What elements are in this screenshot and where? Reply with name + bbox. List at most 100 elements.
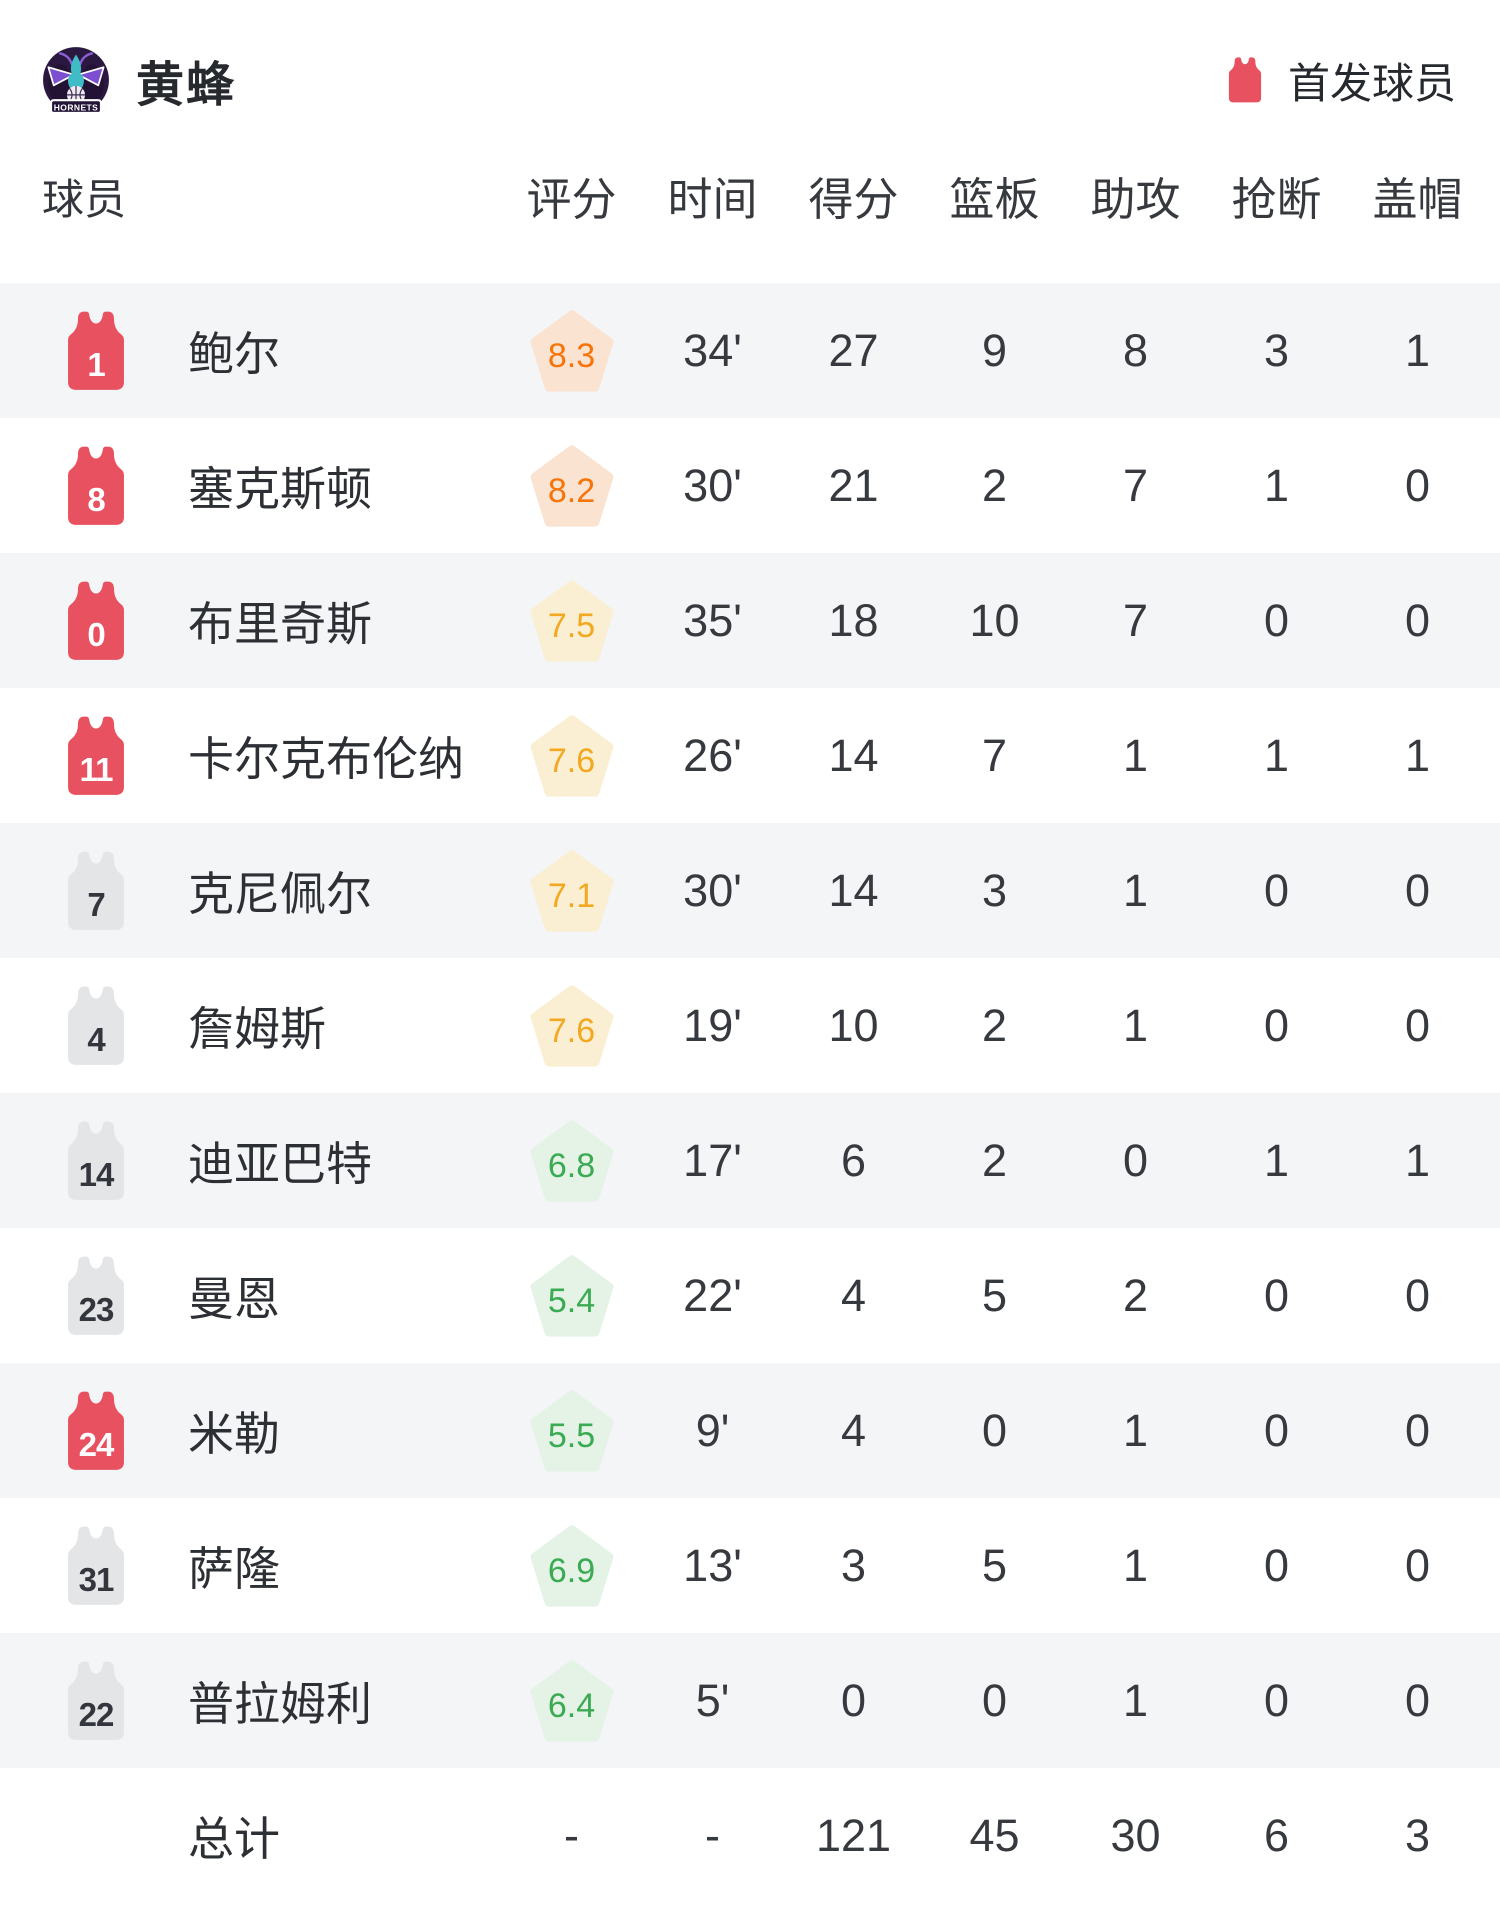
player-cell: 0 布里奇斯 xyxy=(42,579,501,663)
rebounds-cell: 2 xyxy=(981,459,1008,511)
jersey-icon: 0 xyxy=(60,579,132,663)
total-blocks: 3 xyxy=(1404,1809,1431,1861)
jersey-icon: 1 xyxy=(60,309,132,393)
assists-cell: 2 xyxy=(1122,1269,1149,1321)
player-name: 鲍尔 xyxy=(188,327,280,380)
player-row[interactable]: 1 鲍尔 8.3 34' 27 9 8 3 1 xyxy=(0,283,1500,418)
player-row[interactable]: 7 克尼佩尔 7.1 30' 14 3 1 0 0 xyxy=(0,823,1500,958)
points-cell: 4 xyxy=(840,1404,867,1456)
jersey-icon: 31 xyxy=(60,1524,132,1608)
assists-cell: 1 xyxy=(1122,1539,1149,1591)
player-row[interactable]: 24 米勒 5.5 9' 4 0 1 0 0 xyxy=(0,1363,1500,1498)
rating-cell: 5.5 xyxy=(501,1388,642,1474)
rating-value: 8.3 xyxy=(547,337,596,375)
rating-cell: 7.6 xyxy=(501,713,642,799)
jersey-number: 31 xyxy=(78,1560,115,1598)
points-cell: 6 xyxy=(840,1134,867,1186)
rating-pentagon-badge: 6.8 xyxy=(530,1118,613,1204)
rating-cell: 8.2 xyxy=(501,443,642,529)
starter-legend-label: 首发球员 xyxy=(1287,59,1456,107)
time-cell: 34' xyxy=(683,324,742,376)
jersey-number: 23 xyxy=(78,1290,115,1328)
points-cell: 0 xyxy=(840,1674,867,1726)
player-cell: 22 普拉姆利 xyxy=(42,1659,501,1743)
blocks-cell: 0 xyxy=(1404,1404,1431,1456)
column-label-player: 球员 xyxy=(42,176,127,223)
table-column-header: 球员 评分 时间 得分 篮板 助攻 抢断 盖帽 xyxy=(0,160,1500,283)
assists-cell: 1 xyxy=(1122,864,1149,916)
assists-cell: 1 xyxy=(1122,729,1149,781)
points-cell: 18 xyxy=(828,594,879,646)
player-cell: 11 卡尔克布伦纳 xyxy=(42,714,501,798)
rating-pentagon-badge: 6.4 xyxy=(530,1658,613,1744)
points-cell: 3 xyxy=(840,1539,867,1591)
rating-cell: 6.8 xyxy=(501,1118,642,1204)
rating-cell: 7.5 xyxy=(501,578,642,664)
total-label-cell: 总计 xyxy=(42,1803,501,1869)
team-header: HORNETS 黄蜂 首发球员 xyxy=(0,0,1500,160)
rebounds-cell: 2 xyxy=(981,999,1008,1051)
rating-cell: 6.4 xyxy=(501,1658,642,1744)
jersey-number: 8 xyxy=(87,480,105,518)
player-row[interactable]: 31 萨隆 6.9 13' 3 5 1 0 0 xyxy=(0,1498,1500,1633)
jersey-number: 22 xyxy=(78,1695,115,1733)
rebounds-cell: 2 xyxy=(981,1134,1008,1186)
player-cell: 7 克尼佩尔 xyxy=(42,849,501,933)
player-row[interactable]: 8 塞克斯顿 8.2 30' 21 2 7 1 0 xyxy=(0,418,1500,553)
player-row[interactable]: 0 布里奇斯 7.5 35' 18 10 7 0 0 xyxy=(0,553,1500,688)
column-label-rebounds: 篮板 xyxy=(949,174,1040,225)
jersey-icon: 14 xyxy=(60,1119,132,1203)
rating-cell: 6.9 xyxy=(501,1523,642,1609)
total-rating: - xyxy=(564,1809,579,1861)
rating-pentagon-badge: 7.5 xyxy=(530,578,613,664)
blocks-cell: 0 xyxy=(1404,1269,1431,1321)
logo-wordmark: HORNETS xyxy=(54,102,99,112)
blocks-cell: 0 xyxy=(1404,1674,1431,1726)
jersey-icon: 4 xyxy=(60,984,132,1068)
steals-cell: 3 xyxy=(1263,324,1290,376)
assists-cell: 1 xyxy=(1122,1404,1149,1456)
player-name: 克尼佩尔 xyxy=(188,867,372,920)
blocks-cell: 0 xyxy=(1404,1539,1431,1591)
rating-cell: 7.1 xyxy=(501,848,642,934)
steals-cell: 1 xyxy=(1263,459,1290,511)
rating-pentagon-badge: 7.6 xyxy=(530,713,613,799)
player-row[interactable]: 23 曼恩 5.4 22' 4 5 2 0 0 xyxy=(0,1228,1500,1363)
total-time: - xyxy=(705,1809,720,1861)
steals-cell: 0 xyxy=(1263,1539,1290,1591)
player-row[interactable]: 11 卡尔克布伦纳 7.6 26' 14 7 1 1 1 xyxy=(0,688,1500,823)
column-label-steals: 抢断 xyxy=(1231,174,1322,225)
player-name: 布里奇斯 xyxy=(188,597,372,650)
jersey-icon: 7 xyxy=(60,849,132,933)
rating-value: 5.5 xyxy=(547,1417,596,1455)
player-row[interactable]: 14 迪亚巴特 6.8 17' 6 2 0 1 1 xyxy=(0,1093,1500,1228)
rating-cell: 5.4 xyxy=(501,1253,642,1339)
jersey-number: 24 xyxy=(78,1425,115,1463)
jersey-icon: 23 xyxy=(60,1254,132,1338)
jersey-number: 1 xyxy=(87,345,105,383)
total-steals: 6 xyxy=(1263,1809,1290,1861)
blocks-cell: 0 xyxy=(1404,999,1431,1051)
assists-cell: 1 xyxy=(1122,1674,1149,1726)
player-row[interactable]: 4 詹姆斯 7.6 19' 10 2 1 0 0 xyxy=(0,958,1500,1093)
blocks-cell: 0 xyxy=(1404,459,1431,511)
player-cell: 31 萨隆 xyxy=(42,1524,501,1608)
points-cell: 14 xyxy=(828,729,879,781)
rating-cell: 8.3 xyxy=(501,308,642,394)
rebounds-cell: 3 xyxy=(981,864,1008,916)
time-cell: 26' xyxy=(683,729,742,781)
rating-value: 7.6 xyxy=(547,1012,596,1050)
player-name: 詹姆斯 xyxy=(188,1002,326,1055)
steals-cell: 0 xyxy=(1263,1404,1290,1456)
player-row[interactable]: 22 普拉姆利 6.4 5' 0 0 1 0 0 xyxy=(0,1633,1500,1768)
rating-value: 7.5 xyxy=(547,607,596,645)
jersey-icon: 22 xyxy=(60,1659,132,1743)
rating-value: 6.9 xyxy=(547,1552,596,1590)
rating-pentagon-badge: 8.3 xyxy=(530,308,613,394)
assists-cell: 8 xyxy=(1122,324,1149,376)
player-name: 卡尔克布伦纳 xyxy=(188,732,464,785)
team-name: 黄蜂 xyxy=(136,59,237,112)
jersey-number: 4 xyxy=(87,1020,105,1058)
player-name: 曼恩 xyxy=(188,1272,280,1325)
